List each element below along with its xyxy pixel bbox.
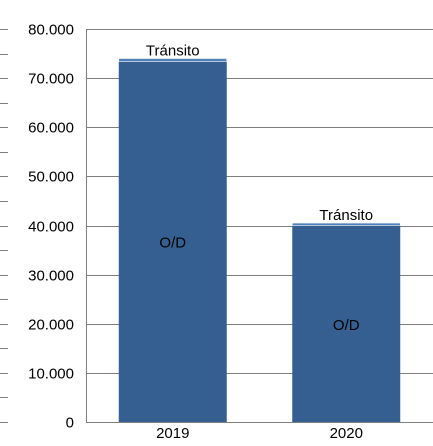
data-label-transito: Tránsito [319,207,373,224]
y-tick-label: 20.000 [28,317,74,334]
y-tick-label: 50.000 [28,169,74,186]
bar-transito-2020 [291,222,401,226]
y-tick-label: 80.000 [28,22,74,39]
y-tick-label: 0 [66,415,74,432]
data-label-transito: Tránsito [146,42,200,59]
y-tick-label: 60.000 [28,120,74,137]
y-tick-label: 40.000 [28,219,74,236]
y-tick-label: 70.000 [28,71,74,88]
y-tick-label: 30.000 [28,268,74,285]
data-label-od: O/D [333,317,360,334]
x-tick-label: 2019 [156,425,189,441]
labels: 0 10.000 20.000 30.000 40.000 50.000 60.000 70.… [28,22,373,443]
y-tick-label: 10.000 [28,366,74,383]
x-tick-label: 2020 [330,425,363,441]
bar-od-2020 [292,225,401,422]
data-label-od: O/D [159,235,186,252]
bars [118,58,401,423]
axes [86,29,433,423]
bar-od-2019 [118,61,227,423]
bar-transito-2019 [118,58,228,62]
